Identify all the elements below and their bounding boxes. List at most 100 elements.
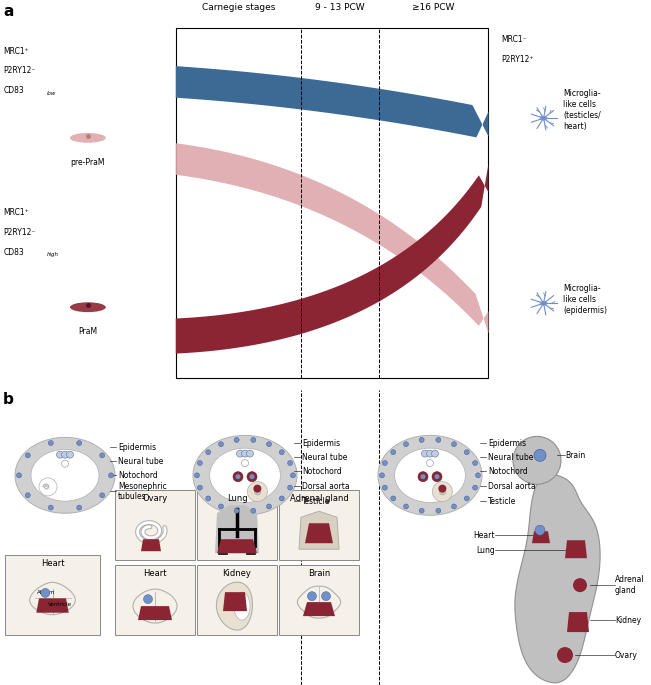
Text: Epidermis: Epidermis — [488, 439, 526, 448]
Circle shape — [391, 450, 396, 455]
Circle shape — [247, 472, 257, 482]
Text: Microglia-
like cells
(epidermis): Microglia- like cells (epidermis) — [563, 284, 607, 315]
Circle shape — [452, 504, 456, 509]
Polygon shape — [378, 436, 482, 515]
Circle shape — [473, 460, 478, 466]
Circle shape — [61, 451, 68, 458]
Text: P2RY12⁻: P2RY12⁻ — [3, 66, 36, 75]
Text: Adrenal
gland: Adrenal gland — [615, 575, 644, 595]
Circle shape — [219, 504, 223, 509]
Circle shape — [404, 442, 408, 447]
Circle shape — [391, 496, 396, 501]
Bar — [5, 556, 100, 635]
Circle shape — [266, 442, 271, 447]
Text: Notochord: Notochord — [302, 466, 342, 476]
Text: Heart: Heart — [41, 559, 64, 568]
Text: Dorsal aorta: Dorsal aorta — [302, 482, 350, 491]
Circle shape — [48, 505, 53, 510]
Text: MRC1⁺: MRC1⁺ — [3, 208, 29, 217]
Polygon shape — [217, 539, 257, 553]
Ellipse shape — [70, 302, 106, 312]
Text: Kidney: Kidney — [223, 569, 251, 578]
Polygon shape — [193, 436, 297, 515]
Circle shape — [279, 450, 284, 455]
Circle shape — [25, 453, 31, 458]
Circle shape — [464, 450, 469, 455]
Circle shape — [234, 508, 239, 513]
Text: CD83: CD83 — [3, 247, 24, 257]
Circle shape — [242, 460, 249, 466]
Bar — [279, 490, 359, 560]
Polygon shape — [567, 612, 589, 632]
Circle shape — [236, 474, 240, 480]
Circle shape — [288, 485, 292, 490]
Polygon shape — [176, 66, 488, 138]
Text: Testicle: Testicle — [302, 497, 330, 506]
Text: PraM: PraM — [78, 327, 98, 336]
Text: P2RY12⁺: P2RY12⁺ — [501, 55, 534, 64]
Text: Epidermis: Epidermis — [118, 443, 156, 452]
Circle shape — [266, 504, 271, 509]
Circle shape — [307, 592, 316, 601]
Circle shape — [452, 442, 456, 447]
Circle shape — [290, 473, 296, 478]
Circle shape — [382, 485, 387, 490]
Circle shape — [251, 508, 256, 513]
Text: Notochord: Notochord — [488, 466, 528, 476]
Circle shape — [77, 505, 82, 510]
Circle shape — [513, 436, 561, 484]
Bar — [115, 490, 195, 560]
Text: Brain: Brain — [308, 569, 330, 578]
Circle shape — [432, 482, 452, 501]
Circle shape — [419, 438, 424, 443]
Circle shape — [382, 460, 387, 466]
Circle shape — [25, 493, 31, 498]
Polygon shape — [515, 475, 600, 683]
Circle shape — [436, 438, 441, 443]
Circle shape — [426, 450, 434, 457]
Circle shape — [242, 450, 249, 457]
Text: Ovary: Ovary — [615, 651, 638, 660]
Circle shape — [197, 460, 202, 466]
Text: Atrium: Atrium — [37, 590, 55, 595]
Polygon shape — [31, 449, 99, 501]
Polygon shape — [299, 511, 339, 549]
Text: Adrenal gland: Adrenal gland — [290, 495, 348, 503]
Text: high: high — [47, 252, 59, 257]
Circle shape — [195, 473, 199, 478]
Circle shape — [249, 474, 255, 480]
Circle shape — [473, 485, 478, 490]
Text: Microglia-
like cells
(testicles/
heart): Microglia- like cells (testicles/ heart) — [563, 89, 601, 132]
Polygon shape — [395, 448, 465, 503]
Circle shape — [419, 508, 424, 513]
Circle shape — [534, 449, 546, 461]
Text: Testicle: Testicle — [488, 497, 516, 506]
Circle shape — [66, 451, 74, 458]
Circle shape — [100, 493, 105, 498]
Circle shape — [432, 450, 439, 457]
Circle shape — [233, 472, 243, 482]
Text: Kidney: Kidney — [615, 616, 641, 625]
Text: Heart: Heart — [473, 531, 495, 540]
Circle shape — [57, 451, 64, 458]
Polygon shape — [223, 592, 247, 611]
Circle shape — [535, 525, 545, 535]
Text: pre-PraM: pre-PraM — [71, 158, 105, 166]
Circle shape — [61, 460, 68, 467]
Text: Dorsal aorta: Dorsal aorta — [488, 482, 536, 491]
Polygon shape — [210, 448, 281, 503]
Polygon shape — [305, 523, 333, 543]
Polygon shape — [532, 532, 550, 543]
Text: Mesonephric
tubules: Mesonephric tubules — [118, 482, 167, 501]
Circle shape — [100, 453, 105, 458]
Ellipse shape — [540, 116, 547, 121]
Text: 9 - 13 PCW: 9 - 13 PCW — [315, 3, 365, 12]
Polygon shape — [234, 592, 250, 620]
Text: Neural tube: Neural tube — [302, 453, 348, 462]
Polygon shape — [565, 540, 587, 558]
Text: Ovary: Ovary — [143, 495, 167, 503]
Circle shape — [16, 473, 21, 478]
Circle shape — [436, 508, 441, 513]
Circle shape — [219, 442, 223, 447]
Circle shape — [197, 485, 202, 490]
